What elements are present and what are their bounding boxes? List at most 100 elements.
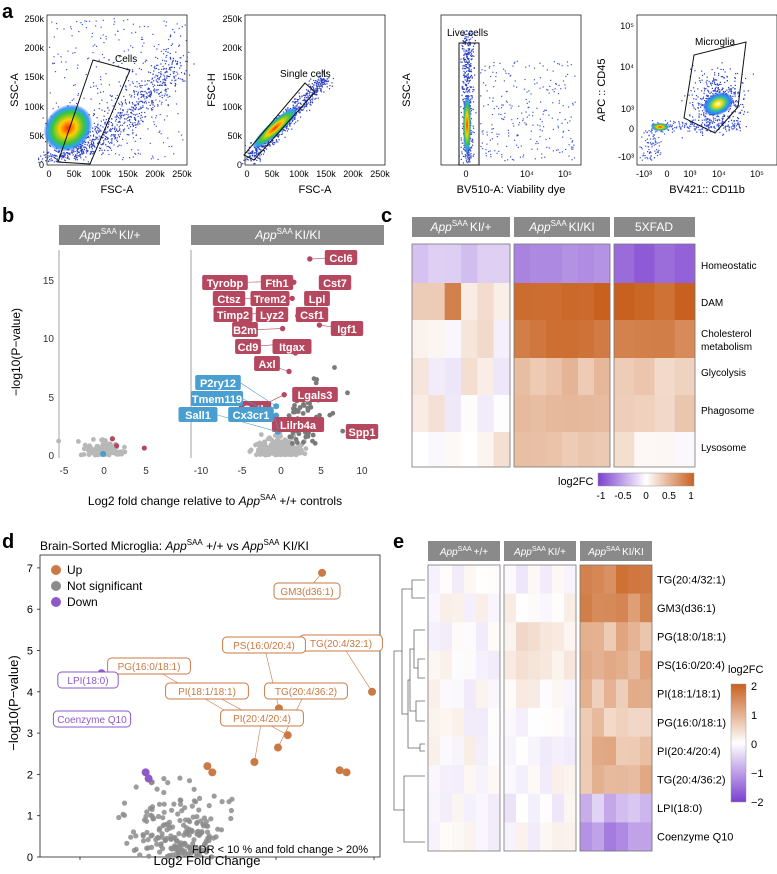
ns-point: [144, 829, 150, 836]
event-dot: [690, 90, 692, 92]
ns-point: [76, 439, 81, 444]
heatmap-cell: [564, 622, 577, 652]
y-tick: 1: [27, 811, 33, 823]
event-dot: [648, 130, 650, 132]
event-dot: [708, 124, 710, 126]
event-dot: [140, 96, 142, 99]
y-tick: 50k: [29, 131, 44, 141]
event-dot: [93, 143, 95, 145]
event-dot: [318, 79, 320, 81]
event-dot: [722, 87, 724, 89]
event-dot: [460, 137, 462, 139]
event-dot: [100, 136, 102, 138]
event-dot: [150, 92, 152, 95]
event-dot: [462, 108, 465, 110]
event-dot: [168, 68, 170, 70]
event-dot: [169, 52, 171, 55]
event-dot: [289, 107, 291, 110]
event-dot: [175, 60, 177, 62]
ns-point: [185, 851, 191, 857]
heatmap-cell: [628, 765, 641, 795]
event-dot: [41, 160, 43, 162]
event-dot: [58, 150, 60, 152]
event-dot: [467, 48, 469, 50]
event-dot: [176, 62, 179, 64]
event-dot: [263, 145, 265, 148]
heatmap-cell: [452, 793, 465, 823]
event-dot: [692, 101, 694, 103]
event-dot: [318, 82, 320, 84]
event-dot: [471, 138, 473, 140]
event-dot: [114, 153, 117, 155]
ns-point: [167, 825, 173, 831]
event-dot: [80, 146, 83, 148]
heatmap-cell: [616, 650, 629, 680]
event-dot: [171, 43, 174, 45]
facet-frame: [411, 243, 511, 468]
down-point: [144, 774, 153, 783]
event-dot: [284, 136, 286, 138]
heatmap-cell: [464, 593, 477, 623]
ns-point: [121, 800, 128, 806]
ns-point: [303, 446, 309, 451]
event-dot: [148, 101, 150, 103]
event-dot: [555, 83, 557, 85]
event-dot: [116, 137, 118, 139]
event-dot: [140, 87, 142, 89]
ns-point: [196, 851, 203, 858]
event-dot: [164, 72, 166, 74]
event-dot: [152, 157, 154, 159]
event-dot: [723, 77, 725, 79]
event-dot: [719, 90, 721, 92]
event-dot: [159, 130, 161, 132]
event-dot: [80, 150, 82, 152]
event-dot: [321, 78, 323, 80]
event-dot: [168, 39, 170, 41]
event-dot: [66, 152, 68, 154]
event-dot: [649, 138, 652, 140]
event-dot: [701, 70, 703, 72]
event-dot: [165, 99, 167, 101]
event-dot: [717, 90, 719, 92]
event-dot: [298, 106, 300, 108]
event-dot: [46, 157, 48, 159]
event-dot: [92, 114, 94, 117]
event-dot: [50, 158, 52, 160]
event-dot: [646, 142, 648, 144]
event-dot: [320, 89, 322, 91]
event-dot: [108, 146, 110, 148]
gene-label: Trem2: [254, 294, 286, 306]
event-dot: [166, 115, 168, 117]
event-dot: [465, 40, 467, 42]
lipid-label: GM3(d36:1): [280, 587, 333, 598]
event-dot: [123, 50, 125, 52]
event-dot: [248, 156, 250, 158]
gene-label: Lyz2: [260, 310, 284, 322]
event-dot: [689, 102, 691, 104]
event-dot: [470, 58, 472, 60]
event-dot: [101, 149, 103, 151]
gene-label: Cd9: [238, 342, 259, 354]
event-dot: [184, 73, 186, 75]
event-dot: [117, 30, 119, 32]
heatmap-cell: [640, 622, 653, 652]
event-dot: [166, 75, 168, 77]
event-dot: [127, 120, 129, 122]
heatmap-cell: [604, 622, 617, 652]
ns-point: [154, 841, 160, 847]
event-dot: [120, 111, 122, 114]
ns-point: [109, 443, 114, 449]
event-dot: [38, 157, 40, 159]
event-dot: [712, 81, 714, 83]
event-dot: [514, 61, 516, 63]
event-dot: [643, 132, 645, 134]
event-dot: [468, 34, 470, 36]
event-dot: [116, 140, 119, 143]
event-dot: [251, 151, 253, 153]
event-dot: [571, 141, 573, 143]
event-dot: [540, 101, 542, 103]
event-dot: [117, 65, 120, 67]
event-dot: [307, 90, 309, 92]
event-dot: [708, 124, 710, 127]
event-dot: [136, 94, 139, 96]
